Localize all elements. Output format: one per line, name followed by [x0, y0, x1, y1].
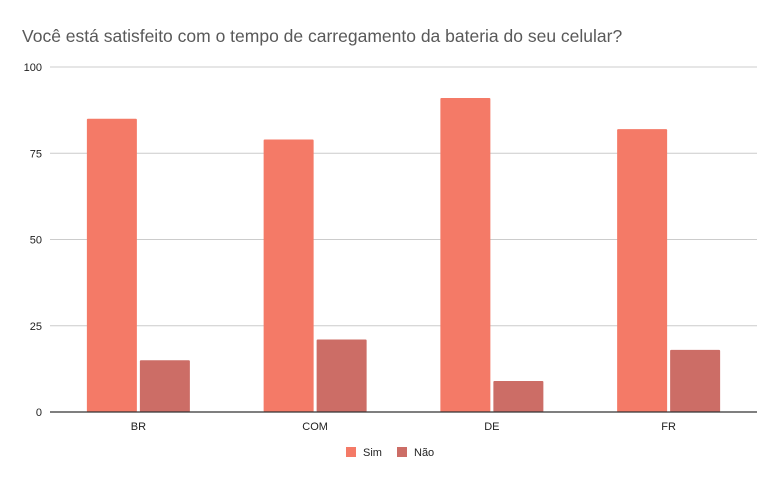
- bars: [86, 98, 721, 413]
- legend-swatch: [346, 447, 356, 457]
- bar-sim-de: [440, 98, 491, 413]
- bar-sim-br: [86, 118, 137, 412]
- x-axis-ticks: BR COM DE FR: [50, 411, 757, 433]
- legend: Sim Não: [346, 447, 434, 459]
- y-tick-label: 25: [30, 321, 42, 333]
- y-tick-label: 0: [36, 407, 42, 419]
- bar-nao-br: [139, 360, 190, 412]
- y-tick-label: 50: [30, 235, 42, 247]
- bar-sim-fr: [617, 129, 668, 412]
- x-tick-label: COM: [302, 421, 328, 433]
- legend-swatch: [397, 447, 407, 457]
- x-tick-label: DE: [484, 421, 499, 433]
- bar-nao-fr: [670, 349, 721, 412]
- x-tick-label: FR: [661, 421, 676, 433]
- bar-sim-com: [263, 139, 314, 412]
- x-tick-label: BR: [131, 421, 146, 433]
- bar-nao-com: [316, 339, 367, 412]
- y-tick-label: 100: [24, 62, 42, 74]
- legend-label: Sim: [363, 447, 382, 459]
- chart-title: Você está satisfeito com o tempo de carr…: [22, 26, 623, 46]
- y-axis-ticks: 0 25 50 75 100: [24, 62, 42, 419]
- y-tick-label: 75: [30, 148, 42, 160]
- legend-label: Não: [414, 447, 434, 459]
- bar-nao-de: [493, 380, 544, 412]
